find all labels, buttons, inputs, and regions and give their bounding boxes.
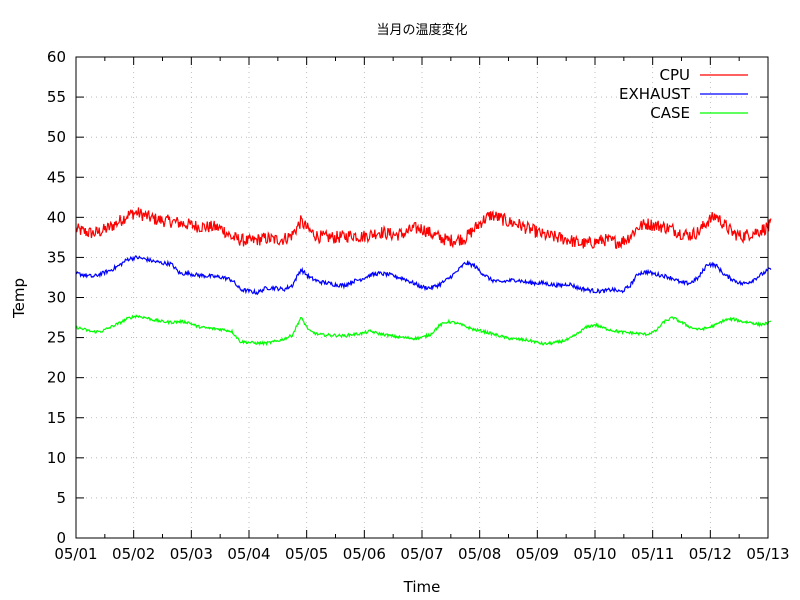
y-tick-label: 60 <box>47 48 66 66</box>
y-tick-label: 30 <box>47 289 66 307</box>
y-tick-label: 10 <box>47 449 66 467</box>
x-tick-label: 05/03 <box>170 545 213 563</box>
y-tick-label: 0 <box>56 529 66 547</box>
x-axis-ticks: 05/01 05/02 05/03 05/04 05/05 05/06 05/07 05/08… <box>54 57 790 563</box>
x-tick-label: 05/06 <box>343 545 386 563</box>
series-lines <box>75 207 772 347</box>
y-tick-label: 40 <box>47 208 66 226</box>
x-tick-label: 05/04 <box>227 545 270 563</box>
legend-label-case: CASE <box>650 104 690 122</box>
y-tick-label: 25 <box>47 329 66 347</box>
legend-label-cpu: CPU <box>660 66 691 84</box>
y-tick-label: 45 <box>47 168 66 186</box>
x-tick-label: 05/09 <box>516 545 559 563</box>
x-tick-label: 05/13 <box>746 545 789 563</box>
x-axis-label: Time <box>403 578 441 596</box>
x-tick-label: 05/01 <box>54 545 97 563</box>
y-tick-label: 55 <box>47 88 66 106</box>
x-tick-label: 05/12 <box>689 545 732 563</box>
y-tick-label: 20 <box>47 369 66 387</box>
x-tick-label: 05/05 <box>285 545 328 563</box>
x-tick-label: 05/02 <box>112 545 155 563</box>
y-tick-label: 15 <box>47 409 66 427</box>
legend-label-exhaust: EXHAUST <box>619 85 691 103</box>
x-tick-label: 05/07 <box>400 545 443 563</box>
y-axis-ticks: 0 5 10 15 20 25 30 35 40 45 50 55 60 <box>47 48 768 547</box>
series-line-cpu <box>75 207 772 250</box>
x-tick-label: 05/08 <box>458 545 501 563</box>
x-tick-label: 05/10 <box>573 545 616 563</box>
y-tick-label: 5 <box>56 489 66 507</box>
grid-lines <box>76 57 768 538</box>
y-tick-label: 50 <box>47 128 66 146</box>
series-line-case <box>75 314 772 347</box>
x-tick-label: 05/11 <box>631 545 674 563</box>
series-line-exhaust <box>75 255 772 296</box>
chart-title: 当月の温度変化 <box>376 22 467 38</box>
y-tick-label: 35 <box>47 248 66 266</box>
y-axis-label: Temp <box>10 278 28 319</box>
